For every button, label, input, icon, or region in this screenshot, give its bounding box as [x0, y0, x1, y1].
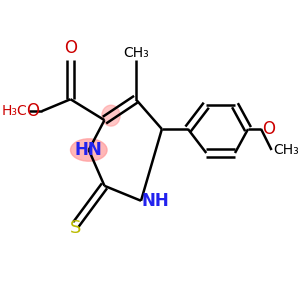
- Ellipse shape: [70, 139, 107, 161]
- Ellipse shape: [102, 105, 120, 126]
- Text: O: O: [64, 39, 77, 57]
- Text: CH₃: CH₃: [123, 46, 149, 60]
- Text: HN: HN: [75, 141, 103, 159]
- Text: O: O: [262, 120, 275, 138]
- Text: S: S: [70, 219, 81, 237]
- Text: H₃C: H₃C: [2, 104, 27, 118]
- Text: NH: NH: [141, 192, 169, 210]
- Text: CH₃: CH₃: [273, 143, 298, 157]
- Text: O: O: [26, 102, 39, 120]
